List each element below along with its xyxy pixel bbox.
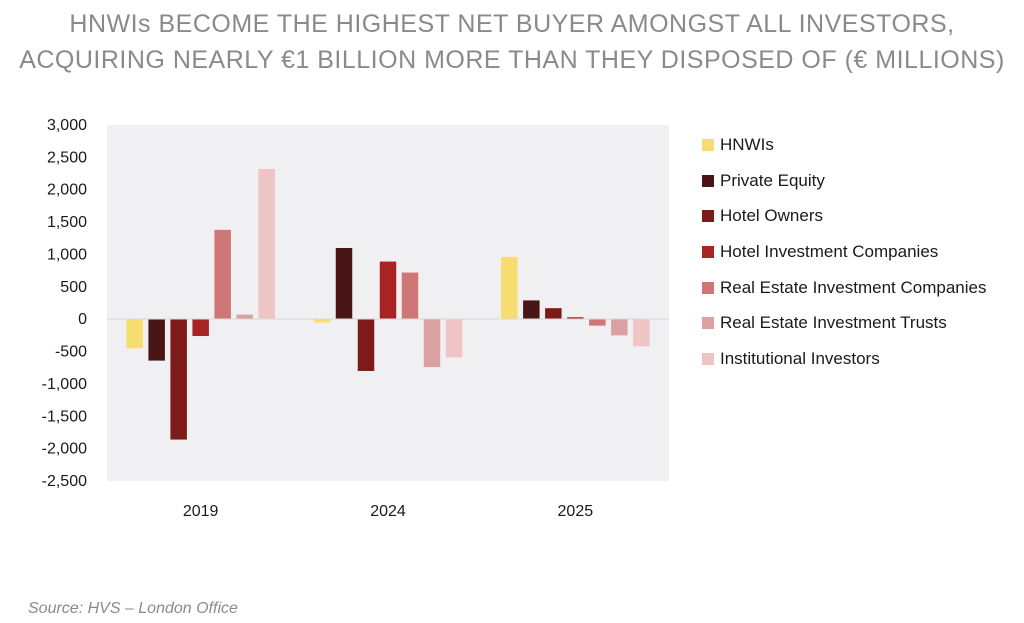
legend: HNWIs Private Equity Hotel Owners Hotel Inv… (702, 127, 1022, 377)
y-tick-label: -1,000 (42, 376, 87, 393)
bars (126, 169, 650, 440)
bar-2024-hnwis (313, 319, 331, 323)
bar-2024-private-equity (335, 247, 353, 320)
bar-2019-hnwis (126, 319, 143, 349)
y-tick-label: -500 (55, 344, 87, 361)
bar-2019-real-estate-investment-trusts (236, 314, 253, 320)
legend-label: Hotel Owners (720, 206, 823, 226)
bar-2025-hotel-owners (545, 308, 562, 320)
y-tick-label: -1,500 (42, 408, 87, 425)
source-note: Source: HVS – London Office (28, 600, 238, 617)
legend-swatch (702, 138, 714, 151)
bar-2025-hotel-investment-companies (567, 317, 584, 320)
legend-swatch (702, 317, 714, 330)
bar-2024-institutional-investors (445, 319, 463, 358)
y-tick-label: 0 (78, 311, 87, 328)
legend-item: Institutional Investors (702, 341, 1022, 377)
legend-swatch (702, 352, 714, 365)
y-tick-label: -2,000 (42, 441, 87, 458)
chart-title-line-2: ACQUIRING NEARLY €1 BILLION MORE THAN TH… (19, 46, 1005, 74)
legend-item: HNWIs (702, 127, 1022, 163)
legend-label: Hotel Investment Companies (720, 241, 939, 261)
legend-label: Real Estate Investment Trusts (720, 313, 947, 333)
bar-2025-real-estate-investment-trusts (611, 319, 628, 336)
bar-2025-hnwis (501, 257, 518, 320)
legend-item: Hotel Owners (702, 198, 1022, 234)
legend-label: Private Equity (720, 170, 825, 190)
bar-2025-private-equity (523, 300, 540, 320)
chart-title: HNWIs BECOME THE HIGHEST NET BUYER AMONG… (0, 6, 1024, 78)
bar-2019-private-equity (148, 319, 165, 361)
x-tick-label: 2025 (558, 503, 594, 520)
y-axis-ticks: 3,000 2,500 2,000 1,500 1,000 500 0 -500 -1,000 -… (42, 117, 87, 490)
bar-2019-hotel-owners (170, 319, 187, 440)
chart-title-line-1: HNWIs BECOME THE HIGHEST NET BUYER AMONG… (69, 10, 955, 38)
legend-swatch (702, 174, 714, 187)
bar-2025-real-estate-investment-companies (589, 319, 606, 326)
bar-2019-real-estate-investment-companies (214, 229, 231, 320)
y-tick-label: 2,000 (47, 182, 87, 199)
bar-2024-real-estate-investment-trusts (423, 319, 441, 368)
bar-chart: 3,000 2,500 2,000 1,500 1,000 500 0 -500 -1,000 -… (42, 117, 669, 520)
bar-2025-institutional-investors (633, 319, 650, 347)
bar-2019-hotel-investment-companies (192, 319, 209, 337)
legend-item: Hotel Investment Companies (702, 234, 1022, 270)
legend-label: Institutional Investors (720, 348, 880, 368)
x-tick-label: 2019 (183, 503, 219, 520)
legend-swatch (702, 281, 714, 294)
legend-item: Real Estate Investment Companies (702, 270, 1022, 306)
legend-label: Real Estate Investment Companies (720, 277, 987, 297)
x-axis-ticks: 2019 2024 2025 (183, 503, 593, 520)
bar-2024-hotel-owners (357, 319, 375, 371)
legend-item: Private Equity (702, 163, 1022, 199)
bar-2024-real-estate-investment-companies (401, 272, 419, 320)
y-tick-label: 1,500 (47, 214, 87, 231)
y-tick-label: 1,000 (47, 246, 87, 263)
legend-swatch (702, 210, 714, 223)
y-tick-label: 500 (60, 279, 87, 296)
x-tick-label: 2024 (370, 503, 406, 520)
y-tick-label: -2,500 (42, 473, 87, 490)
legend-label: HNWIs (720, 134, 774, 154)
bar-2019-institutional-investors (258, 169, 275, 320)
bar-2024-hotel-investment-companies (379, 261, 397, 320)
y-tick-label: 3,000 (47, 117, 87, 134)
y-tick-label: 2,500 (47, 149, 87, 166)
legend-swatch (702, 245, 714, 258)
legend-item: Real Estate Investment Trusts (702, 305, 1022, 341)
